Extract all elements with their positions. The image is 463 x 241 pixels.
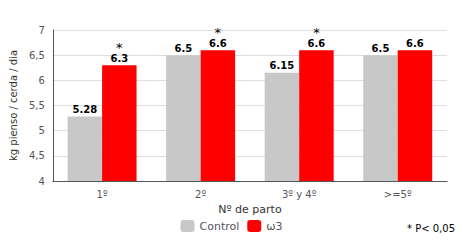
svg-text:7: 7	[38, 25, 44, 36]
svg-text:Control: Control	[200, 220, 240, 233]
svg-text:1º: 1º	[97, 189, 108, 200]
svg-text:6.15: 6.15	[270, 60, 295, 71]
svg-text:6: 6	[38, 75, 44, 86]
svg-text:6.6: 6.6	[209, 38, 227, 49]
svg-text:6.6: 6.6	[406, 38, 424, 49]
svg-text:* P< 0,05: * P< 0,05	[407, 223, 455, 234]
svg-text:5.28: 5.28	[72, 104, 97, 115]
svg-text:5: 5	[38, 125, 44, 136]
svg-text:4: 4	[38, 176, 44, 187]
svg-text:kg pienso / cerda / dia: kg pienso / cerda / dia	[8, 50, 19, 161]
svg-text:>=5º: >=5º	[384, 189, 412, 200]
svg-text:6.5: 6.5	[372, 43, 390, 54]
svg-text:2º: 2º	[195, 189, 206, 200]
svg-text:6.5: 6.5	[175, 43, 193, 54]
svg-text:3º y 4º: 3º y 4º	[282, 189, 317, 200]
svg-text:6.6: 6.6	[308, 38, 326, 49]
svg-text:6,5: 6,5	[29, 50, 45, 61]
svg-text:6.3: 6.3	[110, 53, 128, 64]
svg-text:5,5: 5,5	[29, 100, 45, 111]
svg-text:Nº de parto: Nº de parto	[218, 203, 282, 216]
svg-text:4,5: 4,5	[29, 150, 45, 161]
svg-text:ω3: ω3	[266, 220, 282, 233]
